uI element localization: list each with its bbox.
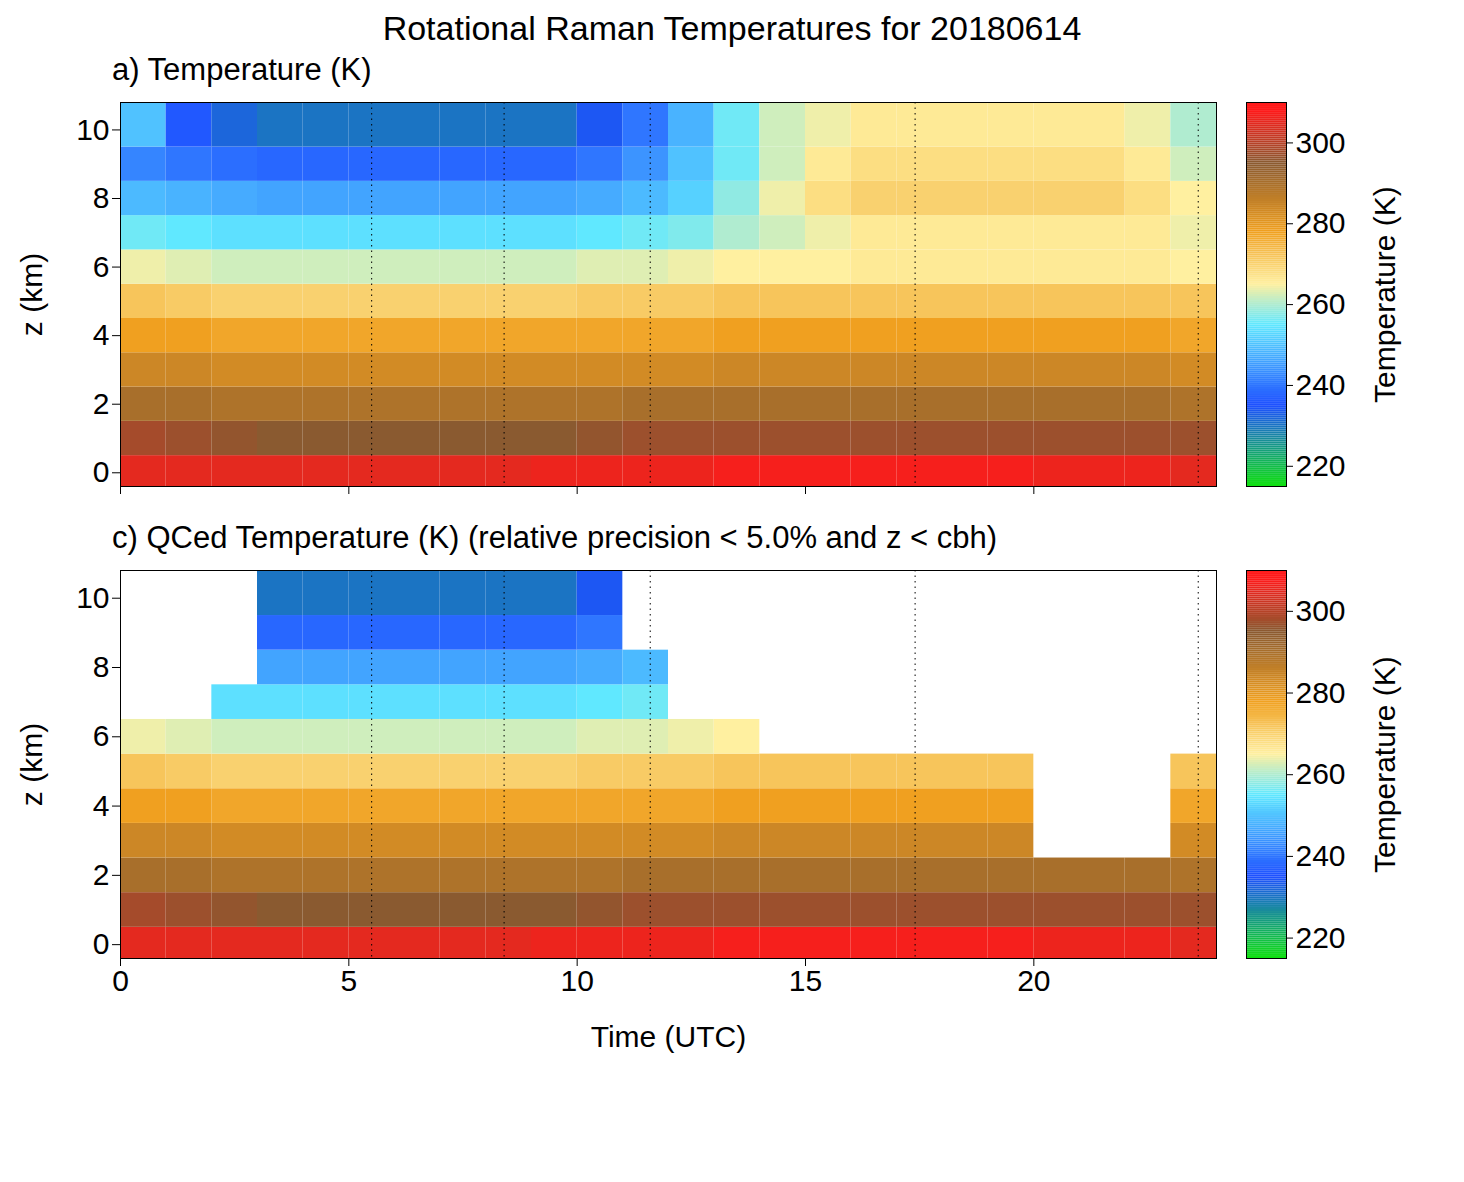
svg-text:z (km): z (km) — [15, 723, 48, 806]
svg-text:280: 280 — [1296, 676, 1346, 709]
svg-text:0: 0 — [93, 455, 110, 488]
html-text:Rotational Raman Temperatures: Rotational Raman Temperatures for 201806… — [382, 9, 1082, 47]
svg-text:5: 5 — [340, 964, 357, 997]
svg-text:z (km): z (km) — [15, 253, 48, 336]
svg-text:Temperature (K): Temperature (K) — [1368, 656, 1401, 873]
svg-text:15: 15 — [789, 964, 822, 997]
svg-text:6: 6 — [93, 250, 110, 283]
svg-text:0: 0 — [93, 927, 110, 960]
svg-text:260: 260 — [1296, 757, 1346, 790]
svg-text:4: 4 — [93, 789, 110, 822]
svg-text:10: 10 — [76, 581, 109, 614]
svg-text:8: 8 — [93, 181, 110, 214]
svg-text:4: 4 — [93, 318, 110, 351]
svg-text:6: 6 — [93, 719, 110, 752]
svg-text:10: 10 — [560, 964, 593, 997]
svg-text:8: 8 — [93, 650, 110, 683]
svg-text:240: 240 — [1296, 839, 1346, 872]
svg-text:Time (UTC): Time (UTC) — [591, 1020, 747, 1053]
svg-text:2: 2 — [93, 858, 110, 891]
svg-text:260: 260 — [1296, 287, 1346, 320]
svg-text:10: 10 — [76, 113, 109, 146]
svg-text:300: 300 — [1296, 594, 1346, 627]
html-text:a) Temperature (K): a) Temperature (K) — [112, 52, 372, 87]
html-text:c) QCed Temperature (K) (relat: c) QCed Temperature (K) (relative precis… — [112, 520, 997, 555]
svg-text:2: 2 — [93, 387, 110, 420]
svg-text:280: 280 — [1296, 206, 1346, 239]
svg-text:Temperature (K): Temperature (K) — [1368, 186, 1401, 403]
svg-text:20: 20 — [1017, 964, 1050, 997]
svg-text:240: 240 — [1296, 368, 1346, 401]
svg-text:220: 220 — [1296, 449, 1346, 482]
svg-text:0: 0 — [112, 964, 129, 997]
svg-text:300: 300 — [1296, 126, 1346, 159]
svg-text:220: 220 — [1296, 921, 1346, 954]
